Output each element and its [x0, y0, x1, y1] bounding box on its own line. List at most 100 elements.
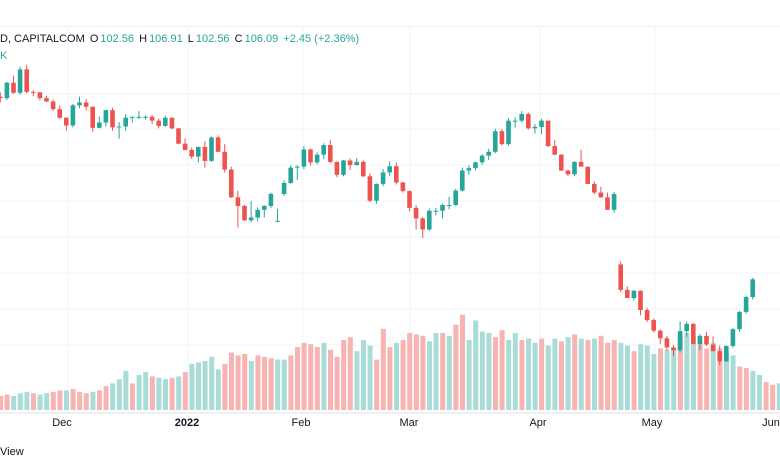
volume-bar	[44, 393, 50, 410]
volume-bar	[532, 342, 538, 410]
candle-body	[460, 170, 465, 191]
volume-bar	[189, 363, 195, 410]
volume-bar	[605, 342, 611, 410]
legend-high-label: H	[139, 33, 148, 45]
candle-body	[526, 113, 531, 129]
candle-down	[90, 106, 95, 132]
candle-body	[684, 323, 689, 332]
volume-bar	[394, 342, 399, 410]
volume-bar	[321, 342, 327, 410]
candle-down	[50, 99, 56, 112]
candle-body	[70, 105, 76, 126]
candle-body	[281, 182, 287, 194]
candle-down	[347, 158, 353, 171]
candle-body	[308, 149, 313, 163]
candle-body	[301, 149, 307, 167]
volume-bar	[671, 348, 677, 410]
volume-bar	[440, 333, 446, 410]
volume-bar	[275, 359, 281, 410]
volume-bar	[123, 370, 129, 410]
candle-down	[499, 129, 505, 146]
candle-body	[354, 161, 359, 166]
candle-body	[31, 91, 36, 93]
volume-bar	[776, 383, 780, 410]
candle-up	[116, 122, 122, 139]
candle-up	[677, 321, 683, 353]
legend-sub: K	[0, 50, 8, 62]
volume-bar	[691, 337, 696, 410]
candle-body	[136, 116, 142, 118]
volume-bar	[651, 354, 657, 410]
candle-down	[361, 160, 366, 178]
candle-down	[64, 117, 69, 131]
candle-body	[255, 209, 260, 218]
legend-close-label: C	[234, 33, 243, 45]
candle-body	[625, 289, 630, 299]
candle-up	[572, 161, 577, 177]
candle-body	[532, 126, 538, 129]
volume-bar	[248, 361, 254, 410]
candle-body	[730, 329, 736, 346]
candle-body	[427, 210, 432, 230]
volume-bar	[526, 338, 531, 410]
volume-bar	[288, 355, 294, 410]
candle-body	[585, 166, 590, 184]
candle-up	[506, 118, 511, 146]
volume-bar	[519, 340, 525, 410]
candle-up	[163, 115, 168, 127]
volume-bar	[420, 335, 426, 410]
candle-body	[552, 146, 557, 155]
candle-down	[565, 169, 571, 177]
candle-down	[545, 120, 551, 148]
candle-down	[526, 112, 531, 130]
volume-bar	[130, 383, 135, 410]
candle-body	[380, 172, 386, 184]
candle-body	[229, 169, 234, 198]
candle-down	[0, 92, 3, 103]
candle-up	[532, 124, 538, 134]
volume-bar	[592, 338, 597, 410]
candle-body	[664, 338, 670, 348]
volume-bar	[163, 379, 168, 410]
candle-up	[427, 208, 432, 231]
candle-body	[209, 137, 214, 161]
candle-up	[697, 333, 703, 351]
candle-body	[394, 166, 399, 183]
candle-body	[17, 69, 23, 93]
candle-body	[651, 320, 656, 331]
candle-up	[97, 116, 102, 129]
volume-bar	[479, 331, 485, 410]
candle-down	[638, 290, 643, 316]
candle-up	[4, 81, 10, 101]
candle-down	[202, 141, 208, 168]
candle-down	[651, 318, 656, 333]
candle-body	[215, 137, 221, 152]
volume-bar	[664, 349, 670, 410]
candle-up	[248, 201, 254, 223]
volume-bar	[730, 355, 736, 410]
volume-bar	[176, 376, 182, 410]
volume-bar	[37, 394, 43, 410]
candle-down	[592, 181, 597, 195]
candle-up	[433, 207, 439, 216]
volume-bar	[644, 345, 650, 410]
candle-body	[64, 117, 69, 126]
volume-bar	[116, 379, 122, 410]
volume-bar	[341, 340, 347, 410]
volume-bar	[585, 340, 591, 410]
candle-down	[182, 138, 188, 151]
price-chart[interactable]: Dec 2022 Feb Mar Apr May Jun	[0, 26, 780, 441]
volume-bar	[631, 351, 637, 410]
candle-body	[413, 207, 419, 219]
volume-bar	[308, 344, 314, 410]
candle-body	[116, 126, 122, 128]
volume-bar	[380, 328, 386, 410]
candle-down	[308, 148, 313, 166]
candle-body	[97, 122, 102, 128]
candle-down	[149, 114, 155, 125]
candle-body	[440, 205, 445, 211]
candle-up	[295, 165, 300, 181]
volume-bar	[255, 355, 261, 410]
candle-up	[374, 183, 379, 204]
candle-body	[545, 120, 551, 147]
